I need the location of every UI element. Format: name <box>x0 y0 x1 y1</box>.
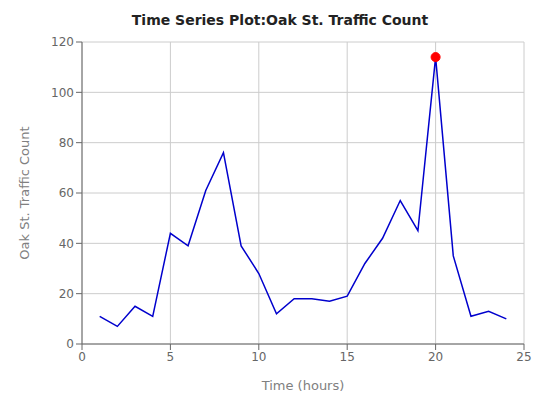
svg-text:0: 0 <box>66 337 74 351</box>
svg-text:15: 15 <box>340 350 355 364</box>
svg-text:20: 20 <box>59 287 74 301</box>
svg-text:5: 5 <box>167 350 175 364</box>
svg-text:40: 40 <box>59 237 74 251</box>
svg-text:25: 25 <box>516 350 531 364</box>
svg-text:0: 0 <box>78 350 86 364</box>
html-text:Time Series Plot:Oak St. Traff: Time Series Plot:Oak St. Traffic Count <box>131 12 429 28</box>
svg-text:80: 80 <box>59 136 74 150</box>
svg-text:Oak St. Traffic Count: Oak St. Traffic Count <box>17 126 32 259</box>
svg-text:120: 120 <box>51 35 74 49</box>
svg-text:60: 60 <box>59 186 74 200</box>
svg-text:20: 20 <box>428 350 443 364</box>
svg-text:Time (hours): Time (hours) <box>261 378 345 393</box>
svg-text:100: 100 <box>51 86 74 100</box>
svg-text:10: 10 <box>251 350 266 364</box>
